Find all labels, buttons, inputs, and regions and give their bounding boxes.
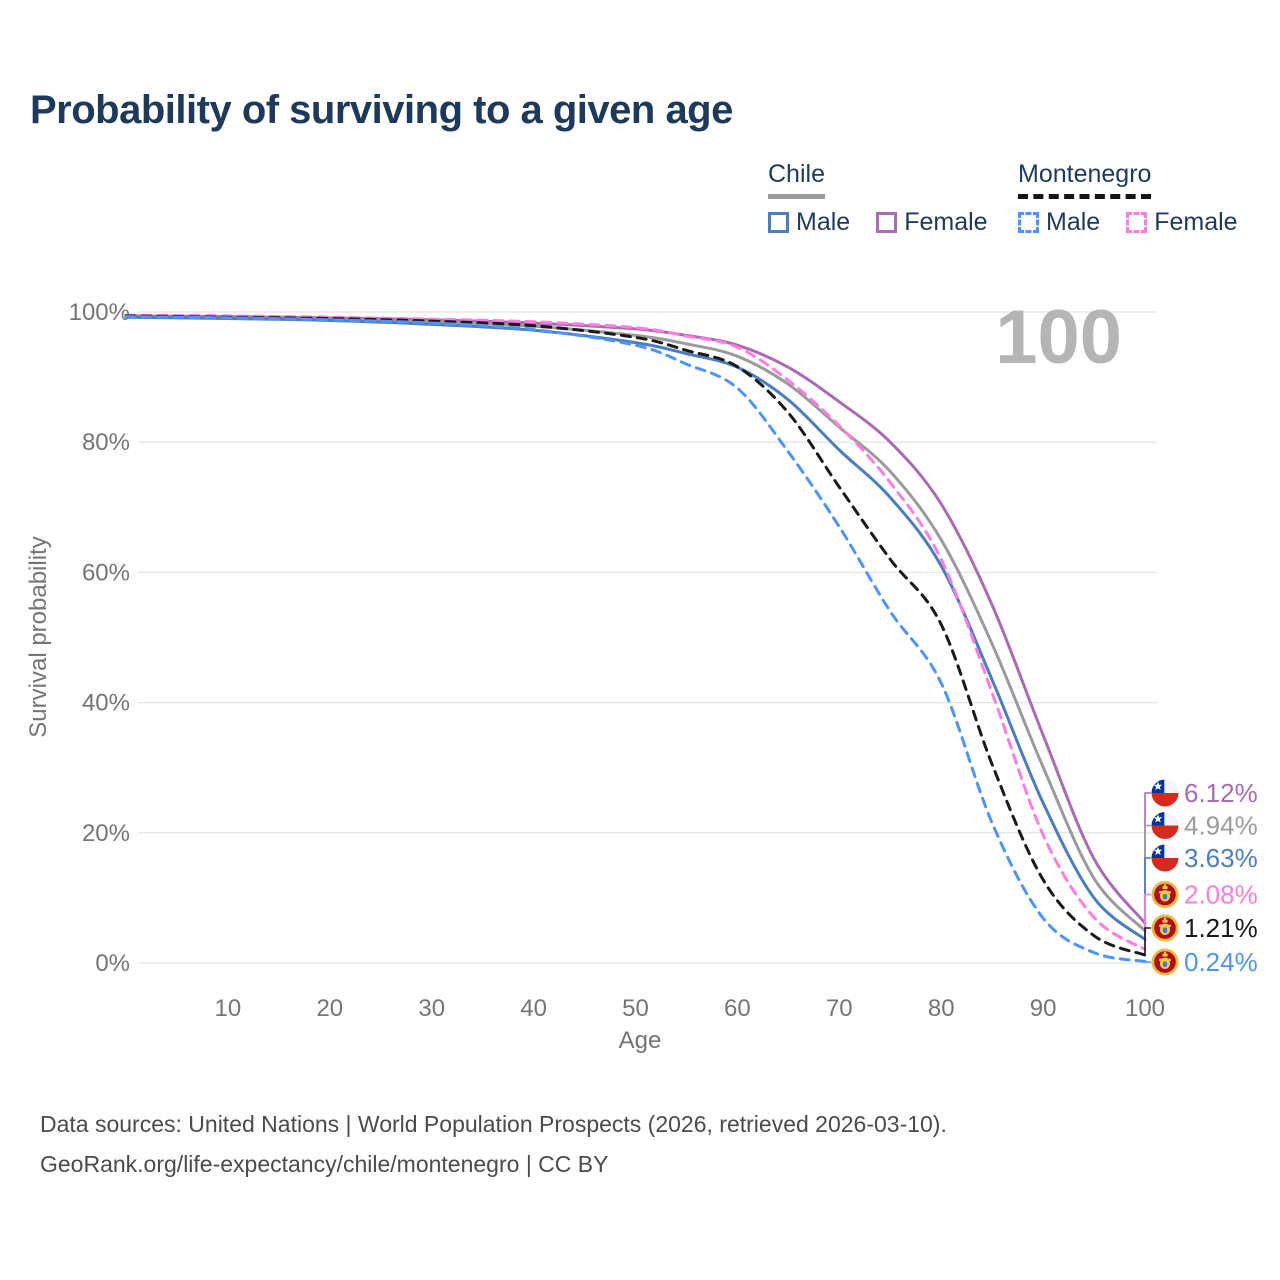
legend-item-label: Male: [1046, 208, 1101, 236]
series-line-chile-female: [124, 314, 1147, 925]
series-line-montenegro-female: [124, 313, 1147, 951]
y-tick-label: 60%: [82, 559, 130, 586]
x-tick-label: 90: [1030, 995, 1057, 1022]
legend-item-label: Female: [1154, 208, 1238, 236]
footer: Data sources: United Nations | World Pop…: [40, 1104, 947, 1185]
legend-item-label: Female: [904, 208, 988, 236]
end-value-label-montenegro-male: 0.24%: [1184, 947, 1258, 977]
end-value-label-montenegro-total: 1.21%: [1184, 913, 1258, 943]
x-tick-label: 10: [215, 995, 242, 1022]
series-line-chile-total: [124, 315, 1147, 933]
y-tick-label: 80%: [82, 429, 130, 456]
x-tick-label: 60: [724, 995, 751, 1022]
chile-female-swatch-icon[interactable]: [876, 212, 898, 233]
chile-flag-icon: [1151, 779, 1179, 807]
end-connector-montenegro-male: [1144, 961, 1151, 963]
x-axis-title: Age: [619, 1027, 662, 1054]
attribution-text: GeoRank.org/life-expectancy/chile/monten…: [40, 1151, 609, 1178]
legend-item-montenegro-male[interactable]: Male: [1018, 208, 1100, 237]
x-tick-label: 80: [928, 995, 955, 1022]
age-100-watermark: 100: [995, 295, 1122, 380]
chile-flag-icon: [1151, 844, 1179, 872]
y-axis-title: Survival probability: [25, 536, 52, 737]
y-tick-label: 20%: [82, 820, 130, 847]
end-connector-chile-total: [1144, 824, 1151, 931]
legend-group-montenegro: Montenegro Male Female: [1018, 160, 1238, 237]
legend-items-montenegro: Male Female: [1018, 208, 1238, 237]
legend: Chile Male Female Montenegro Male: [0, 160, 1280, 240]
page-title: Probability of surviving to a given age: [30, 88, 733, 132]
x-tick-label: 40: [520, 995, 547, 1022]
chile-star: [1153, 781, 1163, 790]
end-connector-chile-male: [1144, 857, 1151, 940]
montenegro-flag-icon: [1151, 948, 1179, 976]
end-connector-montenegro-total: [1144, 927, 1151, 956]
chile-star: [1153, 814, 1163, 823]
x-tick-label: 100: [1125, 995, 1165, 1022]
series-line-montenegro-male: [124, 315, 1147, 963]
legend-item-chile-male[interactable]: Male: [768, 208, 850, 237]
data-sources-text: Data sources: United Nations | World Pop…: [40, 1111, 947, 1137]
y-tick-label: 0%: [95, 950, 130, 977]
chile-flag-icon: [1151, 812, 1179, 839]
legend-item-montenegro-female[interactable]: Female: [1126, 208, 1238, 237]
montenegro-flag-icon: [1151, 914, 1179, 942]
legend-item-chile-female[interactable]: Female: [876, 208, 988, 237]
legend-items-chile: Male Female: [768, 208, 988, 237]
end-value-label-chile-female: 6.12%: [1184, 778, 1258, 808]
chile-star: [1153, 846, 1163, 855]
legend-group-chile: Chile Male Female: [768, 160, 988, 237]
y-tick-label: 40%: [82, 690, 130, 717]
end-value-label-montenegro-female: 2.08%: [1184, 880, 1258, 910]
x-tick-label: 30: [418, 995, 445, 1022]
end-value-label-chile-male: 3.63%: [1184, 843, 1258, 873]
chile-male-swatch-icon[interactable]: [768, 212, 789, 233]
x-tick-label: 50: [622, 995, 649, 1022]
montenegro-flag-icon: [1151, 881, 1179, 908]
montenegro-female-swatch-icon[interactable]: [1126, 212, 1148, 233]
y-tick-label: 100%: [69, 299, 130, 326]
montenegro-male-swatch-icon[interactable]: [1018, 212, 1039, 233]
series-line-montenegro-total: [124, 314, 1147, 957]
series-line-chile-male: [124, 315, 1147, 941]
x-tick-label: 20: [316, 995, 343, 1022]
x-tick-label: 70: [826, 995, 853, 1022]
legend-heading-montenegro: Montenegro: [1018, 160, 1152, 199]
legend-item-label: Male: [796, 208, 851, 236]
legend-heading-chile: Chile: [768, 160, 825, 199]
end-value-label-chile-total: 4.94%: [1184, 811, 1258, 841]
